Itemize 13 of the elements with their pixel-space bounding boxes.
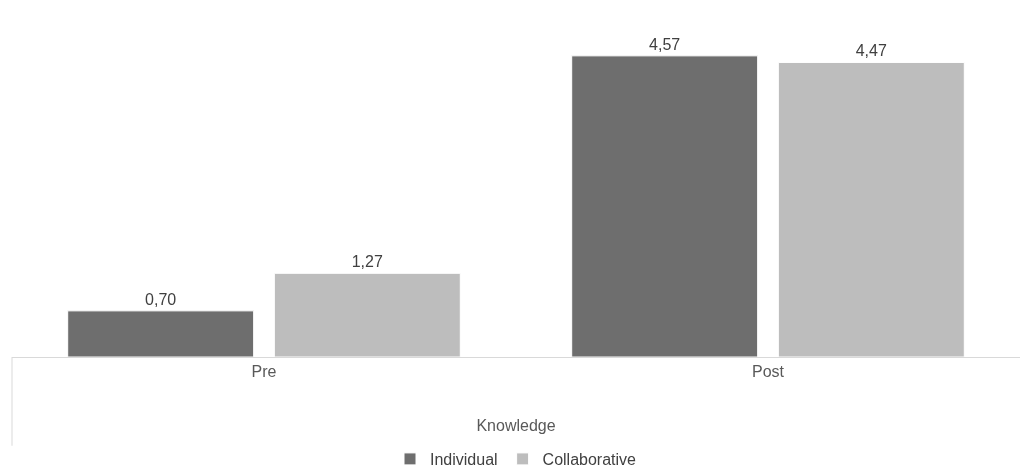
data-label: 4,47	[855, 42, 887, 60]
data-label: 4,57	[649, 35, 681, 53]
bar	[777, 61, 965, 357]
legend-label: Individual	[430, 451, 498, 469]
data-label: 1,27	[351, 253, 383, 271]
x-tick-label: Pre	[251, 363, 277, 381]
legend-label: Collaborative	[542, 451, 637, 469]
x-tick-label: Post	[751, 363, 785, 381]
bar	[273, 272, 461, 357]
bar	[571, 55, 759, 357]
x-axis-title: Knowledge	[476, 416, 556, 434]
data-label: 0,70	[145, 290, 177, 308]
bar	[67, 310, 255, 357]
